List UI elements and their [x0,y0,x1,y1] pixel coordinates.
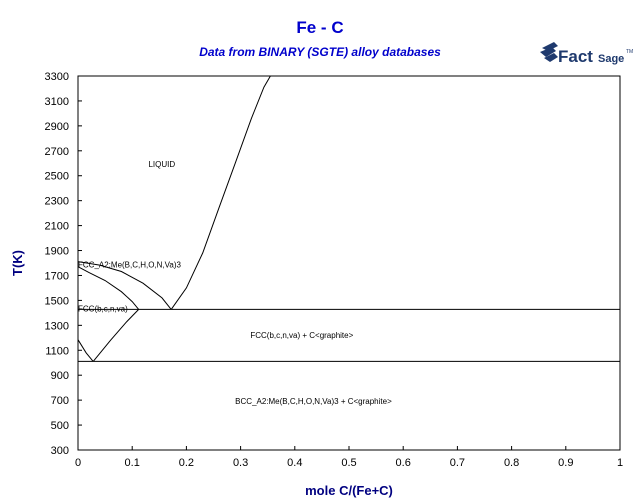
x-tick-label: 0.1 [125,457,140,469]
y-tick-label: 1500 [45,295,69,307]
phase-region-label-4: FCC(b,c,n,va) + C<graphite> [250,331,353,340]
phase-region-label-1: LIQUID [148,160,175,169]
factsage-logo: Fact Sage TM [540,42,633,66]
y-tick-label: 300 [51,445,69,457]
phase-region-label-2: FCC_A2:Me(B,C,H,O,N,Va)3 [78,261,182,270]
x-tick-label: 0.6 [396,457,411,469]
y-tick-label: 1900 [45,246,69,258]
y-tick-label: 2500 [45,171,69,183]
x-tick-label: 0.3 [233,457,248,469]
y-axis-label: T(K) [10,250,25,276]
phase-region-labels: LIQUID FCC_A2:Me(B,C,H,O,N,Va)3 FCC(b,c,n,… [78,160,392,406]
phase-boundary-3 [77,266,140,310]
phase-boundary-4 [77,339,94,362]
y-tick-label: 700 [51,395,69,407]
plot-frame [77,75,621,451]
x-axis-ticks: 0 0.1 0.2 0.3 0.4 0.5 0.6 0.7 0.8 0.9 1 [75,446,623,469]
phase-region-label-3: FCC(b,c,n,va) [78,305,128,314]
x-tick-label: 0.7 [450,457,465,469]
y-tick-label: 2900 [45,121,69,133]
x-tick-label: 0.8 [504,457,519,469]
phase-boundary-lines [77,75,620,362]
y-tick-label: 1300 [45,320,69,332]
y-tick-label: 1700 [45,270,69,282]
y-tick-label: 900 [51,370,69,382]
logo-fact-text: Fact [558,47,593,66]
logo-tm-text: TM [626,49,633,55]
factsage-logo-emblem [540,42,558,62]
x-tick-label: 0.9 [558,457,573,469]
x-tick-label: 0.4 [287,457,302,469]
x-tick-label: 0 [75,457,81,469]
y-tick-label: 3100 [45,96,69,108]
phase-boundary-2 [170,75,271,310]
y-tick-label: 2100 [45,221,69,233]
phase-region-label-5: BCC_A2:Me(B,C,H,O,N,Va)3 + C<graphite> [235,397,392,406]
y-tick-label: 3300 [45,71,69,83]
phase-boundary-5 [92,309,140,362]
y-tick-label: 2700 [45,146,69,158]
x-tick-label: 0.2 [179,457,194,469]
y-tick-label: 500 [51,420,69,432]
phase-boundary-1 [77,261,172,310]
y-tick-label: 2300 [45,196,69,208]
x-tick-label: 1 [617,457,623,469]
y-tick-label: 1100 [45,345,69,357]
chart-title: Fe - C [296,18,344,37]
y-axis-ticks: 300 500 700 900 1100 1300 1500 1700 1900 2100 2300… [45,71,82,457]
x-tick-label: 0.5 [341,457,356,469]
chart-subtitle: Data from BINARY (SGTE) alloy databases [199,45,441,59]
x-axis-label: mole C/(Fe+C) [305,483,393,498]
logo-sage-text: Sage [598,53,624,65]
